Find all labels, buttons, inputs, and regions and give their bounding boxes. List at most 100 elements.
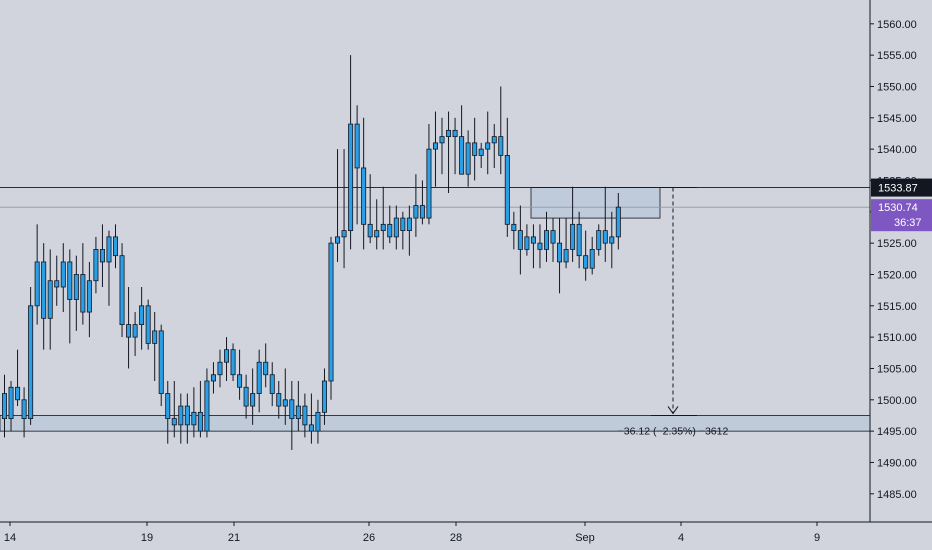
candle-body-42[interactable] — [276, 393, 282, 407]
candle-body-71[interactable] — [465, 142, 471, 175]
candle-body-75[interactable] — [491, 136, 497, 144]
candle-body-32[interactable] — [210, 374, 216, 382]
candle-body-78[interactable] — [511, 223, 517, 232]
candle-body-9[interactable] — [60, 261, 66, 288]
candle-body-37[interactable] — [243, 386, 249, 407]
support-zone[interactable] — [0, 415, 871, 432]
candle-body-86[interactable] — [563, 249, 569, 263]
candle-body-44[interactable] — [289, 399, 295, 420]
candle-body-35[interactable] — [230, 349, 236, 376]
candle-body-57[interactable] — [374, 230, 380, 238]
candle-body-52[interactable] — [341, 230, 347, 238]
candle-body-19[interactable] — [126, 324, 132, 338]
candle-body-58[interactable] — [380, 223, 386, 232]
candle-body-63[interactable] — [413, 205, 419, 219]
candle-body-2[interactable] — [15, 386, 21, 401]
candle-body-74[interactable] — [485, 142, 491, 150]
candle-body-25[interactable] — [165, 393, 171, 420]
candle-body-67[interactable] — [439, 136, 445, 144]
candle-body-51[interactable] — [335, 236, 341, 244]
candle-body-1[interactable] — [8, 386, 14, 420]
candle-body-21[interactable] — [139, 305, 145, 326]
candle-body-93[interactable] — [609, 236, 615, 244]
candle-body-76[interactable] — [498, 136, 504, 156]
candle-body-11[interactable] — [73, 274, 79, 300]
candle-body-18[interactable] — [119, 255, 125, 326]
candle-body-54[interactable] — [354, 123, 360, 169]
candle-body-39[interactable] — [256, 361, 262, 394]
candle-body-40[interactable] — [263, 361, 269, 376]
candle-body-61[interactable] — [400, 217, 406, 232]
candle-body-22[interactable] — [145, 305, 151, 344]
candle-body-55[interactable] — [361, 167, 367, 225]
candle-body-26[interactable] — [171, 418, 177, 426]
candle-body-87[interactable] — [570, 223, 576, 250]
candle-body-33[interactable] — [217, 361, 223, 376]
candle-body-3[interactable] — [21, 399, 27, 420]
candle-body-81[interactable] — [530, 236, 536, 244]
measure-tool[interactable]: −36.12 (−2.35%) −3612 — [618, 187, 729, 438]
candle-body-73[interactable] — [478, 148, 484, 156]
candle-body-46[interactable] — [302, 405, 308, 426]
candle-body-28[interactable] — [184, 405, 190, 426]
candle-body-66[interactable] — [432, 142, 438, 150]
candle-body-50[interactable] — [328, 242, 334, 382]
candle-body-56[interactable] — [367, 223, 373, 238]
candle-body-0[interactable] — [2, 393, 7, 420]
candle-body-83[interactable] — [543, 230, 549, 250]
candle-body-65[interactable] — [426, 148, 432, 219]
candle-body-15[interactable] — [99, 249, 105, 263]
candle-body-38[interactable] — [250, 393, 256, 407]
candle-body-77[interactable] — [504, 155, 510, 225]
candle-body-13[interactable] — [86, 280, 92, 313]
candle-body-31[interactable] — [204, 380, 210, 432]
candle-body-72[interactable] — [472, 142, 478, 156]
candle-body-89[interactable] — [583, 255, 589, 269]
candle-body-62[interactable] — [406, 217, 412, 232]
candle-body-85[interactable] — [557, 242, 563, 263]
candle-body-59[interactable] — [387, 223, 393, 238]
candle-body-88[interactable] — [576, 223, 582, 257]
candle-body-20[interactable] — [132, 324, 138, 338]
candle-body-70[interactable] — [459, 136, 465, 175]
candle-body-45[interactable] — [295, 405, 301, 420]
candle-body-36[interactable] — [237, 374, 243, 388]
candle-body-24[interactable] — [158, 330, 164, 394]
candle-body-4[interactable] — [28, 305, 34, 420]
candle-body-41[interactable] — [269, 374, 275, 394]
candle-body-68[interactable] — [446, 129, 452, 138]
resistance-box[interactable] — [530, 187, 661, 219]
candle-body-23[interactable] — [152, 330, 158, 344]
candle-body-6[interactable] — [41, 261, 47, 319]
candle-body-5[interactable] — [34, 261, 40, 307]
candle-body-34[interactable] — [224, 349, 230, 363]
candle-body-10[interactable] — [67, 261, 73, 300]
candle-body-12[interactable] — [80, 274, 86, 313]
candle-body-79[interactable] — [517, 230, 523, 250]
candle-body-80[interactable] — [524, 236, 530, 250]
candle-body-64[interactable] — [419, 205, 425, 219]
candle-body-30[interactable] — [197, 411, 203, 432]
candle-body-84[interactable] — [550, 230, 556, 244]
candle-body-53[interactable] — [348, 123, 354, 232]
candle-body-49[interactable] — [321, 380, 327, 413]
candle-body-8[interactable] — [54, 280, 60, 288]
candle-body-82[interactable] — [537, 242, 543, 250]
candle-body-43[interactable] — [282, 399, 288, 407]
candle-body-7[interactable] — [47, 280, 53, 319]
time-axis[interactable]: 14 19 21 26 28 Sep 4 9 — [4, 522, 820, 544]
candle-body-48[interactable] — [315, 411, 321, 432]
candle-body-91[interactable] — [596, 230, 602, 250]
candle-body-47[interactable] — [308, 424, 314, 432]
candle-body-90[interactable] — [589, 249, 595, 269]
candle-body-94[interactable] — [615, 206, 621, 238]
candle-body-69[interactable] — [452, 129, 458, 138]
candle-body-92[interactable] — [602, 230, 608, 244]
candle-body-60[interactable] — [393, 217, 399, 238]
candle-body-29[interactable] — [191, 411, 197, 426]
candle-body-14[interactable] — [93, 249, 99, 282]
candle-body-16[interactable] — [106, 236, 112, 263]
candle-body-27[interactable] — [178, 405, 184, 426]
candle-body-17[interactable] — [113, 236, 119, 257]
